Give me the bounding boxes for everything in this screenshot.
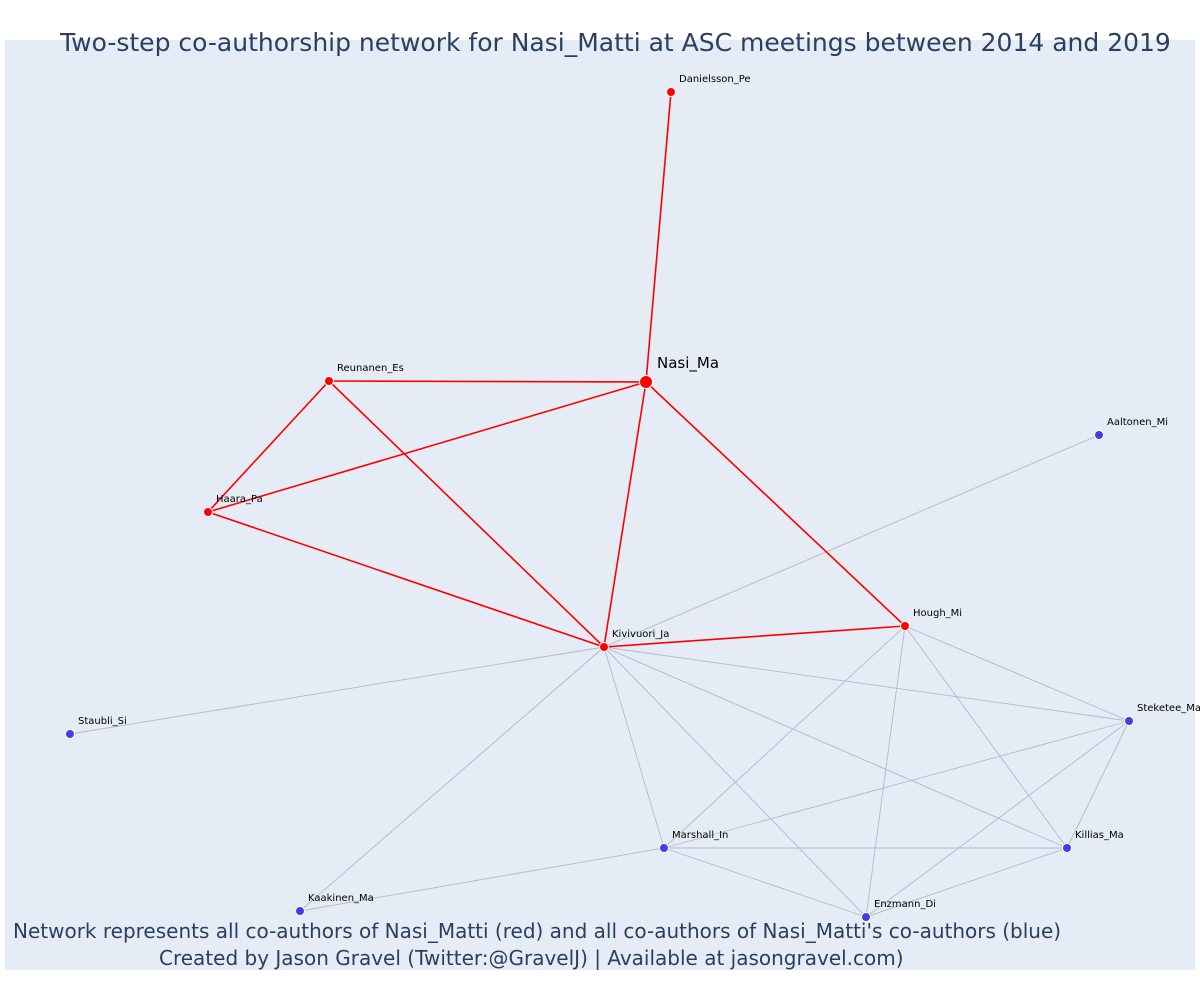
node-nasi-ma[interactable] xyxy=(639,375,653,389)
edge-kivivuori-ja-killias-ma xyxy=(603,646,1068,849)
edge-kivivuori-ja-kaakinen-ma xyxy=(299,646,605,912)
edges-layer xyxy=(69,91,1130,918)
node-label-steketee-ma: Steketee_Ma xyxy=(1137,703,1200,714)
node-label-enzmann-di: Enzmann_Di xyxy=(874,899,936,910)
node-marshall-in[interactable] xyxy=(659,843,669,853)
edge-hough-mi-killias-ma xyxy=(904,625,1068,849)
node-reunanen-es[interactable] xyxy=(324,376,334,386)
plot-background xyxy=(5,40,1195,970)
edge-killias-ma-enzmann-di xyxy=(865,847,1068,918)
edge-kivivuori-ja-staubli-si xyxy=(69,646,605,735)
edge-kivivuori-ja-marshall-in xyxy=(603,646,665,849)
node-danielsson-pe[interactable] xyxy=(666,87,676,97)
edge-hough-mi-marshall-in xyxy=(663,625,906,849)
node-haara-pa[interactable] xyxy=(203,507,213,517)
node-label-haara-pa: Haara_Pa xyxy=(216,494,263,505)
edge-reunanen-es-kivivuori-ja xyxy=(328,380,605,648)
node-label-reunanen-es: Reunanen_Es xyxy=(337,363,404,374)
edge-nasi-ma-reunanen-es xyxy=(328,380,647,383)
node-killias-ma[interactable] xyxy=(1062,843,1072,853)
edge-nasi-ma-danielsson-pe xyxy=(645,91,672,383)
node-label-killias-ma: Killias_Ma xyxy=(1075,830,1124,841)
edge-kivivuori-ja-hough-mi xyxy=(603,625,906,648)
nodes-layer xyxy=(65,87,1134,922)
node-staubli-si[interactable] xyxy=(65,729,75,739)
node-aaltonen-mi[interactable] xyxy=(1094,430,1104,440)
node-enzmann-di[interactable] xyxy=(861,912,871,922)
edge-reunanen-es-haara-pa xyxy=(207,380,330,513)
node-hough-mi[interactable] xyxy=(900,621,910,631)
node-label-kaakinen-ma: Kaakinen_Ma xyxy=(308,893,374,904)
labels-layer: Nasi_Ma Danielsson_Pe Reunanen_Es Haara_Pa K… xyxy=(78,74,1200,910)
edge-marshall-in-enzmann-di xyxy=(663,847,867,918)
edge-haara-pa-kivivuori-ja xyxy=(207,511,605,648)
edge-nasi-ma-hough-mi xyxy=(645,381,906,627)
edge-hough-mi-steketee-ma xyxy=(904,625,1130,722)
edge-nasi-ma-haara-pa xyxy=(207,381,647,513)
edge-kivivuori-ja-aaltonen-mi xyxy=(603,434,1100,648)
node-kaakinen-ma[interactable] xyxy=(295,906,305,916)
node-label-nasi-ma: Nasi_Ma xyxy=(657,354,719,373)
node-label-kivivuori-ja: Kivivuori_Ja xyxy=(612,629,669,640)
node-label-staubli-si: Staubli_Si xyxy=(78,716,127,727)
node-label-aaltonen-mi: Aaltonen_Mi xyxy=(1107,417,1168,428)
node-label-hough-mi: Hough_Mi xyxy=(913,608,962,619)
edge-nasi-ma-kivivuori-ja xyxy=(603,381,647,648)
edge-marshall-in-kaakinen-ma xyxy=(299,847,665,912)
node-kivivuori-ja[interactable] xyxy=(599,642,609,652)
node-label-danielsson-pe: Danielsson_Pe xyxy=(679,74,751,85)
chart-title: Two-step co-authorship network for Nasi_… xyxy=(60,28,1171,57)
edge-steketee-ma-enzmann-di xyxy=(865,720,1130,918)
node-label-marshall-in: Marshall_In xyxy=(672,830,728,841)
edge-kivivuori-ja-steketee-ma xyxy=(603,646,1130,722)
edge-steketee-ma-killias-ma xyxy=(1066,720,1130,849)
edge-hough-mi-enzmann-di xyxy=(865,625,906,918)
edge-steketee-ma-marshall-in xyxy=(663,720,1130,849)
caption-line-2: Created by Jason Gravel (Twitter:@Gravel… xyxy=(159,946,904,970)
node-steketee-ma[interactable] xyxy=(1124,716,1134,726)
caption-line-1: Network represents all co-authors of Nas… xyxy=(13,919,1062,943)
